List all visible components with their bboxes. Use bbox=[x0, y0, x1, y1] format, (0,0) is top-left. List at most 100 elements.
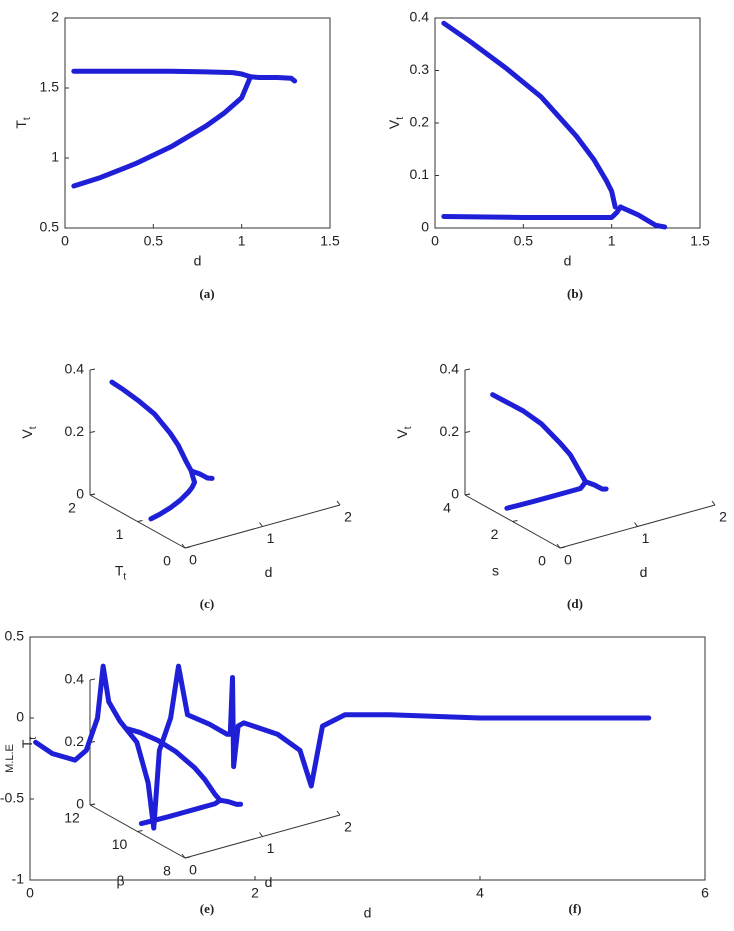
x-tick bbox=[259, 522, 263, 527]
x-tick-label: 0 bbox=[431, 233, 439, 249]
z-axis-label-main: T bbox=[19, 739, 35, 748]
data-line bbox=[441, 20, 618, 210]
caption: (c) bbox=[200, 596, 214, 611]
x-tick-label: 1.5 bbox=[690, 233, 710, 249]
data-line bbox=[490, 392, 609, 492]
z-tick bbox=[89, 493, 96, 496]
axes-box bbox=[64, 17, 331, 229]
x-tick-label: 0.5 bbox=[144, 233, 164, 249]
x-tick bbox=[556, 543, 561, 549]
y-tick-label: 12 bbox=[64, 810, 80, 826]
y-tick-label: 1 bbox=[116, 526, 124, 542]
x-axis-label: d bbox=[364, 905, 372, 921]
y-tick-label: 4 bbox=[443, 500, 451, 516]
x-tick-label: 1 bbox=[238, 233, 246, 249]
caption: (f) bbox=[569, 901, 582, 916]
x-tick-label: 1 bbox=[267, 840, 275, 856]
z-axis-label-main: V bbox=[19, 429, 35, 439]
axes-box bbox=[29, 636, 706, 881]
z-axis-label: Vt bbox=[394, 426, 414, 438]
y-tick-label: 0 bbox=[421, 219, 429, 235]
z-axis-label: Tt bbox=[19, 737, 39, 749]
x-tick-label: 2 bbox=[344, 509, 352, 525]
x-tick-label: 1.5 bbox=[320, 233, 340, 249]
data-line bbox=[109, 379, 215, 481]
z-tick-label: 0 bbox=[76, 486, 84, 502]
y-tick bbox=[559, 546, 566, 549]
z-tick-label: 0.2 bbox=[440, 423, 460, 439]
z-tick bbox=[89, 678, 96, 681]
z-axis-label-sub: t bbox=[28, 737, 39, 740]
x-axis-label: d bbox=[564, 253, 572, 269]
z-tick bbox=[89, 803, 96, 806]
x-tick-label: 6 bbox=[701, 885, 709, 901]
y-tick-label: 1 bbox=[51, 149, 59, 165]
y-tick-label: 0.2 bbox=[410, 114, 430, 130]
x-tick bbox=[634, 522, 638, 527]
x-tick-label: 0 bbox=[189, 552, 197, 568]
y-axis-label-main: M.L.E bbox=[4, 744, 16, 773]
caption: (e) bbox=[200, 901, 214, 916]
z-tick-label: 0.4 bbox=[65, 671, 85, 687]
x-tick-label: 0 bbox=[564, 552, 572, 568]
x-tick bbox=[711, 500, 716, 506]
y-tick bbox=[184, 856, 191, 859]
x-tick-label: 1 bbox=[608, 233, 616, 249]
y-tick-label: -0.5 bbox=[0, 790, 24, 806]
caption: (d) bbox=[567, 596, 583, 611]
z-axis-label-sub: t bbox=[28, 426, 39, 429]
y-tick-label: 2 bbox=[68, 500, 76, 516]
y-tick-label: 0.5 bbox=[40, 219, 60, 235]
y-tick-label: 0.1 bbox=[410, 166, 430, 182]
data-line bbox=[138, 797, 223, 827]
data-line bbox=[441, 204, 623, 220]
data-line bbox=[71, 68, 298, 84]
x-tick-label: 0.5 bbox=[514, 233, 534, 249]
z-tick bbox=[89, 431, 96, 433]
x-axis-label: d bbox=[265, 874, 273, 890]
x-tick bbox=[336, 500, 341, 506]
y-tick bbox=[137, 830, 143, 832]
y-tick-label: 1.5 bbox=[40, 79, 60, 95]
y-tick-label: 2 bbox=[51, 9, 59, 25]
z-tick bbox=[89, 368, 96, 371]
y-tick-label: 0.4 bbox=[410, 9, 430, 25]
y-axis-label: Tt bbox=[13, 117, 33, 129]
y-tick-label: 0.5 bbox=[5, 628, 25, 644]
y-tick bbox=[184, 546, 191, 549]
y-tick-label: 0 bbox=[163, 553, 171, 569]
data-line bbox=[124, 726, 244, 807]
y-tick-label: 0.3 bbox=[410, 61, 430, 77]
x-tick bbox=[181, 853, 186, 859]
y-axis-label-main: s bbox=[492, 562, 499, 578]
x-tick-label: 0 bbox=[61, 233, 69, 249]
z-axis-label: Vt bbox=[19, 426, 39, 438]
x-tick-label: 0 bbox=[26, 885, 34, 901]
x-axis-label: d bbox=[265, 564, 273, 580]
y-tick bbox=[137, 520, 143, 522]
x-tick-label: 4 bbox=[476, 885, 484, 901]
data-line bbox=[33, 663, 652, 831]
x-tick-label: 2 bbox=[344, 819, 352, 835]
x-tick-label: 0 bbox=[189, 862, 197, 878]
z-tick bbox=[464, 368, 471, 371]
z-axis-label-sub: t bbox=[403, 426, 414, 429]
z-tick-label: 0.2 bbox=[65, 423, 85, 439]
z-tick bbox=[464, 431, 471, 433]
caption: (a) bbox=[199, 286, 214, 301]
y-axis-label-sub: t bbox=[123, 571, 126, 582]
z-tick bbox=[464, 493, 471, 496]
x-tick bbox=[181, 543, 186, 549]
y-axis-label: s bbox=[492, 562, 499, 578]
y-axis-label-sub: t bbox=[22, 117, 33, 120]
data-line bbox=[71, 74, 253, 189]
y-axis-label-main: V bbox=[386, 119, 402, 129]
x-axis-label: d bbox=[194, 253, 202, 269]
y-axis-label: Vt bbox=[386, 117, 406, 129]
x-tick-label: 2 bbox=[719, 509, 727, 525]
y-tick-label: 8 bbox=[163, 863, 171, 879]
data-line bbox=[148, 468, 198, 522]
z-tick-label: 0 bbox=[451, 486, 459, 502]
y-axis-label: Tt bbox=[115, 562, 127, 582]
